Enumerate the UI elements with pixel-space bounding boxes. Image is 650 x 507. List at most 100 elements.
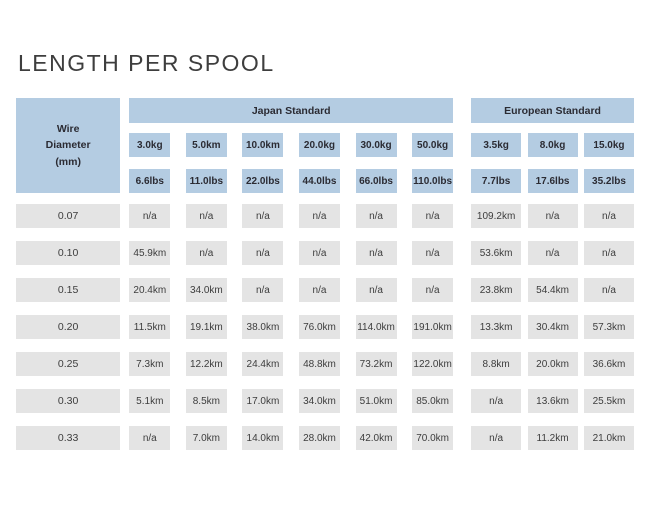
japan-length-cell: 76.0km	[298, 315, 340, 339]
japan-length-cell: 7.3km	[129, 352, 171, 376]
table-header: Wire Diameter (mm) Japan Standard 3.0kg …	[16, 98, 634, 193]
european-length-cell: n/a	[583, 241, 634, 265]
european-length-cell: 54.4km	[527, 278, 578, 302]
table-row: 0.15 20.4km 34.0km n/a n/a n/a n/a 23.8km 54.4…	[16, 278, 634, 302]
japan-length-cell: 20.4km	[129, 278, 171, 302]
european-length-cell: 21.0km	[583, 426, 634, 450]
japan-values: n/a 7.0km 14.0km 28.0km 42.0km 70.0km	[129, 426, 454, 450]
japan-length-cell: n/a	[242, 241, 284, 265]
japan-length-cell: 12.2km	[185, 352, 227, 376]
japan-length-cell: 114.0km	[355, 315, 397, 339]
wire-diameter-line1: Wire	[56, 123, 80, 136]
european-length-cell: 20.0km	[527, 352, 578, 376]
japan-values: 20.4km 34.0km n/a n/a n/a n/a	[129, 278, 454, 302]
japan-length-cell: 45.9km	[129, 241, 171, 265]
japan-kg-header-row: 3.0kg 5.0km 10.0km 20.0kg 30.0kg 50.0kg	[129, 133, 454, 157]
japan-length-cell: n/a	[242, 204, 284, 228]
european-lbs-header: 7.7lbs	[471, 169, 522, 193]
european-length-cell: 11.2km	[527, 426, 578, 450]
wire-diameter-value: 0.33	[16, 426, 121, 450]
japan-lbs-header: 66.0lbs	[355, 169, 397, 193]
european-kg-header: 15.0kg	[583, 133, 634, 157]
japan-values: n/a n/a n/a n/a n/a n/a	[129, 204, 454, 228]
japan-length-cell: 70.0km	[412, 426, 454, 450]
japan-length-cell: n/a	[242, 278, 284, 302]
japan-values: 45.9km n/a n/a n/a n/a n/a	[129, 241, 454, 265]
japan-length-cell: 7.0km	[185, 426, 227, 450]
japan-standard-banner: Japan Standard	[129, 98, 454, 123]
european-length-cell: n/a	[583, 204, 634, 228]
japan-kg-header: 30.0kg	[355, 133, 397, 157]
european-length-cell: 8.8km	[471, 352, 522, 376]
european-length-cell: 36.6km	[583, 352, 634, 376]
japan-length-cell: n/a	[412, 241, 454, 265]
japan-values: 11.5km 19.1km 38.0km 76.0km 114.0km 191.0km	[129, 315, 454, 339]
european-values: 23.8km 54.4km n/a	[471, 278, 634, 302]
japan-length-cell: n/a	[185, 241, 227, 265]
european-values: 13.3km 30.4km 57.3km	[471, 315, 634, 339]
european-length-cell: n/a	[471, 389, 522, 413]
japan-kg-header: 20.0kg	[298, 133, 340, 157]
european-values: 8.8km 20.0km 36.6km	[471, 352, 634, 376]
japan-length-cell: n/a	[355, 204, 397, 228]
japan-length-cell: 19.1km	[185, 315, 227, 339]
european-lbs-header-row: 7.7lbs 17.6lbs 35.2lbs	[471, 169, 634, 193]
european-length-cell: n/a	[527, 204, 578, 228]
european-length-cell: n/a	[583, 278, 634, 302]
wire-diameter-line2: Diameter	[45, 139, 91, 152]
european-length-cell: 13.6km	[527, 389, 578, 413]
wire-diameter-value: 0.10	[16, 241, 121, 265]
japan-length-cell: 24.4km	[242, 352, 284, 376]
japan-kg-header: 50.0kg	[412, 133, 454, 157]
japan-length-cell: 48.8km	[298, 352, 340, 376]
japan-length-cell: n/a	[412, 278, 454, 302]
japan-length-cell: n/a	[412, 204, 454, 228]
japan-length-cell: 11.5km	[129, 315, 171, 339]
wire-diameter-header-cell: Wire Diameter (mm)	[16, 98, 121, 193]
table-row: 0.25 7.3km 12.2km 24.4km 48.8km 73.2km 122.0k…	[16, 352, 634, 376]
european-length-cell: 13.3km	[471, 315, 522, 339]
japan-values: 5.1km 8.5km 17.0km 34.0km 51.0km 85.0km	[129, 389, 454, 413]
japan-length-cell: n/a	[298, 278, 340, 302]
table-row: 0.07 n/a n/a n/a n/a n/a n/a 109.2km n/a n/a	[16, 204, 634, 228]
european-length-cell: 23.8km	[471, 278, 522, 302]
japan-length-cell: n/a	[185, 204, 227, 228]
european-length-cell: 57.3km	[583, 315, 634, 339]
european-length-cell: n/a	[527, 241, 578, 265]
japan-length-cell: 85.0km	[412, 389, 454, 413]
table-row: 0.10 45.9km n/a n/a n/a n/a n/a 53.6km n/a n/a	[16, 241, 634, 265]
table-row: 0.33 n/a 7.0km 14.0km 28.0km 42.0km 70.0km n/…	[16, 426, 634, 450]
japan-lbs-header: 11.0lbs	[185, 169, 227, 193]
wire-diameter-value: 0.07	[16, 204, 121, 228]
japan-length-cell: 8.5km	[185, 389, 227, 413]
japan-length-cell: 191.0km	[412, 315, 454, 339]
japan-length-cell: n/a	[355, 241, 397, 265]
japan-length-cell: n/a	[298, 241, 340, 265]
table-body: 0.07 n/a n/a n/a n/a n/a n/a 109.2km n/a n/a 0.…	[16, 204, 634, 450]
european-kg-header: 8.0kg	[527, 133, 578, 157]
wire-diameter-value: 0.20	[16, 315, 121, 339]
japan-length-cell: 5.1km	[129, 389, 171, 413]
european-values: 53.6km n/a n/a	[471, 241, 634, 265]
japan-lbs-header: 6.6lbs	[129, 169, 171, 193]
japan-length-cell: 14.0km	[242, 426, 284, 450]
japan-length-cell: n/a	[129, 204, 171, 228]
japan-length-cell: 34.0km	[185, 278, 227, 302]
european-lbs-header: 17.6lbs	[527, 169, 578, 193]
japan-kg-header: 10.0km	[242, 133, 284, 157]
japan-lbs-header: 22.0lbs	[242, 169, 284, 193]
japan-lbs-header: 110.0lbs	[412, 169, 454, 193]
japan-kg-header: 3.0kg	[129, 133, 171, 157]
wire-diameter-value: 0.25	[16, 352, 121, 376]
japan-length-cell: n/a	[298, 204, 340, 228]
page-title: LENGTH PER SPOOL	[18, 50, 275, 76]
european-values: n/a 13.6km 25.5km	[471, 389, 634, 413]
european-length-cell: 53.6km	[471, 241, 522, 265]
japan-kg-header: 5.0km	[185, 133, 227, 157]
japan-length-cell: 122.0km	[412, 352, 454, 376]
japan-length-cell: 28.0km	[298, 426, 340, 450]
japan-length-cell: n/a	[129, 426, 171, 450]
japan-values: 7.3km 12.2km 24.4km 48.8km 73.2km 122.0km	[129, 352, 454, 376]
japan-lbs-header: 44.0lbs	[298, 169, 340, 193]
